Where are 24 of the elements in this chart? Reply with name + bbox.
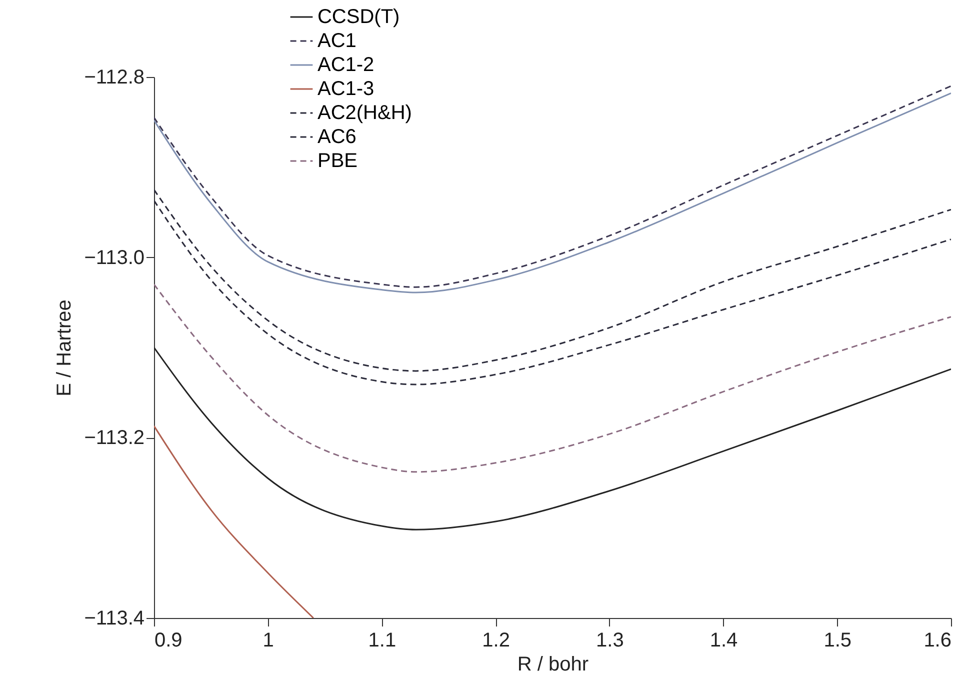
x-tick-label: 1.6 <box>924 630 952 652</box>
line-series <box>154 284 951 473</box>
legend-label: AC6 <box>317 126 356 148</box>
x-tick-label: 1.2 <box>482 630 510 652</box>
legend-label: AC2(H&H) <box>317 102 412 124</box>
x-tick-label: 0.9 <box>154 630 182 652</box>
line-series <box>154 425 314 618</box>
legend-label: AC1-2 <box>317 54 374 76</box>
y-axis-title: E / Hartree <box>53 300 76 396</box>
x-tick-label: 1.1 <box>368 630 396 652</box>
y-tick-label: −113.0 <box>84 246 144 269</box>
y-tick-label: −112.8 <box>84 66 144 88</box>
x-tick-label: 1.3 <box>596 630 624 652</box>
x-axis-title: R / bohr <box>517 654 589 676</box>
x-tick-label: 1 <box>262 630 274 652</box>
legend-label: AC1 <box>317 30 356 52</box>
y-tick-label: −113.4 <box>84 608 144 630</box>
legend-label: AC1-3 <box>317 78 374 100</box>
legend-label: PBE <box>317 150 358 172</box>
y-tick-label: −113.2 <box>84 427 144 450</box>
legend-label: CCSD(T) <box>317 6 400 28</box>
x-tick-label: 1.4 <box>710 630 738 652</box>
line-series <box>154 346 951 530</box>
x-tick-label: 1.5 <box>824 630 852 652</box>
